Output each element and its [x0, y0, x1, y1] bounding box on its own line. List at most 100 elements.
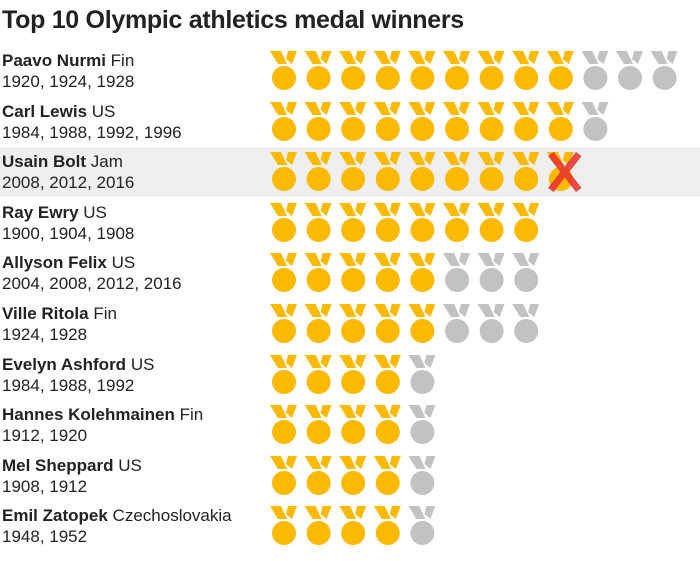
medal-group [270, 152, 582, 193]
athlete-name: Allyson Felix [2, 253, 107, 273]
athlete-country: US [111, 253, 136, 273]
medal-group [270, 506, 436, 546]
gold-medal [339, 253, 367, 293]
gold-medal [373, 152, 401, 192]
gold-medal [270, 51, 297, 90]
athlete-label: Usain Bolt Jam 2008, 2012, 2016 [2, 151, 134, 193]
silver-medal [443, 253, 470, 293]
gold-medal [408, 101, 436, 141]
athlete-years: 1984, 1988, 1992, 1996 [2, 122, 182, 142]
silver-medal [512, 253, 540, 293]
athlete-label: Mel Sheppard US 1908, 1912 [2, 455, 142, 497]
athlete-years: 2004, 2008, 2012, 2016 [2, 274, 182, 294]
gold-medal [443, 202, 470, 242]
silver-medal [650, 51, 678, 90]
gold-medal [304, 202, 332, 242]
gold-medal [408, 152, 436, 192]
athlete-label: Evelyn Ashford US 1984, 1988, 1992 [2, 354, 154, 396]
gold-medal [546, 101, 574, 141]
gold-medal [270, 455, 297, 495]
athlete-label: Ville Ritola Fin 1924, 1928 [2, 303, 117, 345]
medal-group [270, 354, 436, 394]
athlete-years: 1920, 1924, 1928 [2, 72, 135, 91]
gold-medal [270, 253, 297, 293]
athlete-row: Paavo Nurmi Fin 1920, 1924, 1928 [0, 46, 700, 96]
gold-medal [339, 101, 367, 141]
athlete-label: Ray Ewry US 1900, 1904, 1908 [2, 202, 134, 244]
athlete-country: Czechoslovakia [112, 506, 232, 526]
athlete-name: Usain Bolt [2, 152, 87, 172]
silver-medal [581, 51, 609, 90]
gold-medal [408, 202, 436, 242]
gold-medal [373, 506, 401, 546]
medal-group [270, 253, 540, 293]
gold-medal [477, 51, 505, 90]
gold-medal [270, 202, 297, 242]
gold-medal [408, 253, 436, 293]
gold-medal [270, 506, 297, 546]
gold-medal [270, 101, 297, 141]
athlete-years: 1912, 1920 [2, 426, 88, 446]
athlete-name: Mel Sheppard [2, 455, 114, 475]
medal-group [270, 101, 609, 141]
athlete-years: 1908, 1912 [2, 476, 88, 496]
athlete-country: Fin [110, 51, 135, 70]
silver-medal [477, 253, 505, 293]
athlete-country: US [83, 202, 107, 222]
gold-medal [339, 202, 367, 242]
gold-medal [512, 152, 540, 192]
athlete-label: Hannes Kolehmainen Fin 1912, 1920 [2, 404, 203, 446]
silver-medal [581, 101, 609, 141]
gold-medal [512, 202, 540, 242]
athlete-years: 1984, 1988, 1992 [2, 375, 135, 395]
athlete-years: 1948, 1952 [2, 527, 88, 547]
silver-medal [408, 455, 436, 495]
gold-medal [443, 101, 470, 141]
silver-medal [443, 304, 470, 343]
athlete-country: Jam [90, 152, 123, 172]
gold-medal [304, 506, 332, 546]
athlete-name: Hannes Kolehmainen [2, 405, 175, 425]
gold-medal [339, 304, 367, 343]
stripped-gold-medal [546, 152, 582, 193]
athlete-label: Paavo Nurmi Fin 1920, 1924, 1928 [2, 50, 134, 92]
athlete-name: Ville Ritola [2, 304, 89, 323]
athlete-row: Usain Bolt Jam 2008, 2012, 2016 [0, 147, 700, 198]
gold-medal [339, 405, 367, 445]
athlete-years: 1900, 1904, 1908 [2, 223, 135, 243]
athlete-label: Allyson Felix US 2004, 2008, 2012, 2016 [2, 252, 182, 294]
gold-medal [304, 354, 332, 394]
silver-medal [477, 304, 505, 343]
silver-medal [408, 354, 436, 394]
gold-medal [477, 101, 505, 141]
athlete-row: Carl Lewis US 1984, 1988, 1992, 1996 [0, 97, 700, 147]
gold-medal [339, 455, 367, 495]
gold-medal [304, 455, 332, 495]
gold-medal [304, 304, 332, 343]
athlete-row: Evelyn Ashford US 1984, 1988, 1992 [0, 350, 700, 400]
gold-medal [304, 51, 332, 90]
gold-medal [477, 202, 505, 242]
medal-group [270, 455, 436, 495]
gold-medal [373, 455, 401, 495]
athlete-country: US [130, 354, 155, 374]
athlete-name: Evelyn Ashford [2, 354, 127, 374]
gold-medal [339, 354, 367, 394]
gold-medal [373, 253, 401, 293]
athlete-years: 1924, 1928 [2, 325, 88, 344]
gold-medal [304, 405, 332, 445]
gold-medal [373, 51, 401, 90]
gold-medal [373, 304, 401, 343]
gold-medal [339, 152, 367, 192]
athlete-name: Emil Zatopek [2, 506, 108, 526]
gold-medal [546, 51, 574, 90]
gold-medal [339, 51, 367, 90]
cross-icon [548, 152, 582, 193]
gold-medal [270, 354, 297, 394]
athlete-name: Carl Lewis [2, 101, 88, 121]
silver-medal [408, 506, 436, 546]
silver-medal [512, 304, 540, 343]
athlete-row: Allyson Felix US 2004, 2008, 2012, 2016 [0, 248, 700, 298]
gold-medal [270, 405, 297, 445]
gold-medal [373, 354, 401, 394]
